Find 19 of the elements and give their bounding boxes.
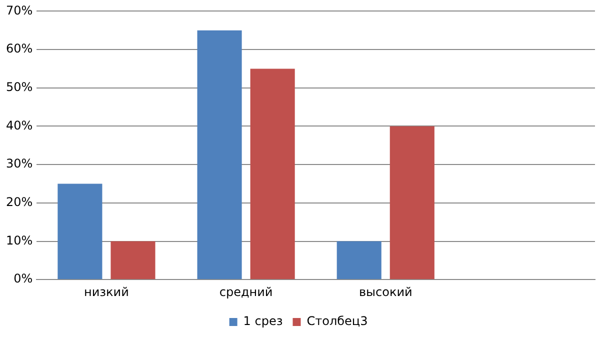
y-tick-label: 70% (6, 3, 33, 18)
x-tick-label: средний (219, 284, 273, 299)
x-tick-label: высокий (358, 284, 412, 299)
bar (197, 30, 242, 280)
bar (110, 241, 156, 280)
x-tick-label: низкий (84, 284, 129, 299)
y-tick-label: 30% (6, 156, 33, 171)
bar (250, 68, 295, 280)
y-tick-label: 60% (6, 42, 33, 56)
y-tick-label: 20% (6, 195, 33, 210)
y-tick-label: 10% (6, 233, 33, 248)
bar (58, 184, 102, 280)
y-tick-label: 50% (6, 80, 33, 94)
bar (336, 241, 382, 280)
bar (390, 126, 434, 280)
legend-label: 1 срез (243, 314, 283, 328)
y-tick-label: 0% (14, 272, 33, 286)
y-tick-label: 40% (6, 118, 33, 132)
legend-label: Столбец3 (306, 314, 368, 328)
